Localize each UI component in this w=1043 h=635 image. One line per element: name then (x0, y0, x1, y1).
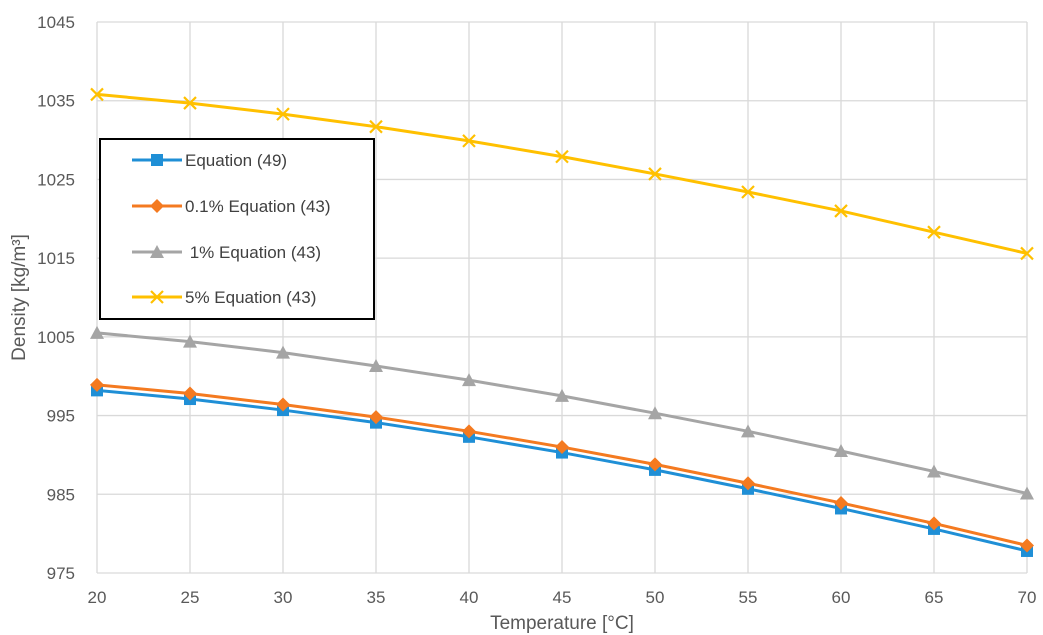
data-point (183, 96, 197, 110)
data-point (90, 325, 104, 339)
legend-label: Equation (49) (185, 151, 287, 170)
data-point (276, 397, 290, 412)
data-point (741, 185, 755, 199)
data-point (462, 373, 476, 387)
y-tick-label: 1025 (37, 170, 75, 189)
data-point (462, 424, 476, 439)
data-point (276, 107, 290, 121)
y-axis-title: Density [kg/m³] (9, 234, 30, 361)
data-point (90, 377, 104, 392)
x-tick-label: 60 (832, 588, 851, 607)
data-point (648, 457, 662, 472)
y-tick-label: 995 (47, 407, 75, 426)
legend-box (99, 138, 375, 320)
x-tick-label: 50 (646, 588, 665, 607)
y-tick-label: 1045 (37, 13, 75, 32)
legend-entry: 5% Equation (43) (132, 288, 316, 307)
data-point (1020, 538, 1034, 553)
data-point (741, 424, 755, 438)
legend: Equation (49) 0.1% Equation (43) 1% Equat… (99, 138, 375, 320)
data-point (1020, 246, 1034, 261)
data-point (183, 334, 197, 348)
legend-swatch-marker (150, 290, 164, 304)
legend-swatch-marker (151, 154, 163, 166)
x-tick-label: 30 (274, 588, 293, 607)
data-point (1020, 486, 1034, 500)
data-point (369, 358, 383, 372)
x-tick-label: 70 (1018, 588, 1037, 607)
legend-swatch-marker (150, 199, 164, 213)
data-point (927, 516, 941, 531)
data-point (276, 345, 290, 359)
x-axis-ticks: 20 25 30 35 40 45 50 55 60 65 70 (88, 588, 1037, 607)
data-point (369, 410, 383, 425)
series-3 (90, 87, 1034, 261)
data-point (648, 406, 662, 420)
y-tick-label: 1015 (37, 249, 75, 268)
x-tick-label: 65 (925, 588, 944, 607)
legend-entry: Equation (49) (132, 151, 287, 170)
x-tick-label: 35 (367, 588, 386, 607)
data-point (90, 87, 104, 102)
data-point (927, 225, 941, 239)
data-point (555, 149, 569, 164)
data-point (741, 476, 755, 491)
data-point (369, 119, 383, 134)
series-group (90, 87, 1034, 557)
data-point (834, 443, 848, 457)
y-tick-label: 985 (47, 485, 75, 504)
y-tick-label: 1005 (37, 328, 75, 347)
legend-label: 0.1% Equation (43) (185, 197, 331, 216)
data-point (834, 204, 848, 218)
data-point (462, 134, 476, 148)
data-point (927, 464, 941, 478)
data-point (648, 167, 662, 181)
y-tick-label: 975 (47, 564, 75, 583)
legend-entry: 0.1% Equation (43) (132, 197, 331, 216)
data-point (555, 440, 569, 455)
x-tick-label: 25 (181, 588, 200, 607)
x-axis-title: Temperature [°C] (490, 613, 634, 634)
series-2 (90, 325, 1034, 500)
y-tick-label: 1035 (37, 92, 75, 111)
x-tick-label: 55 (739, 588, 758, 607)
data-point (834, 495, 848, 510)
legend-label: 5% Equation (43) (185, 288, 316, 307)
x-tick-label: 45 (553, 588, 572, 607)
data-point (555, 388, 569, 402)
legend-swatch-marker (150, 245, 164, 258)
legend-label: 1% Equation (43) (185, 243, 321, 262)
series-1 (90, 377, 1034, 553)
x-tick-label: 20 (88, 588, 107, 607)
data-point (183, 386, 197, 401)
legend-entry: 1% Equation (43) (132, 243, 321, 262)
x-tick-label: 40 (460, 588, 479, 607)
y-axis-ticks: 975 985 995 1005 1015 1025 1035 1045 (37, 13, 75, 583)
